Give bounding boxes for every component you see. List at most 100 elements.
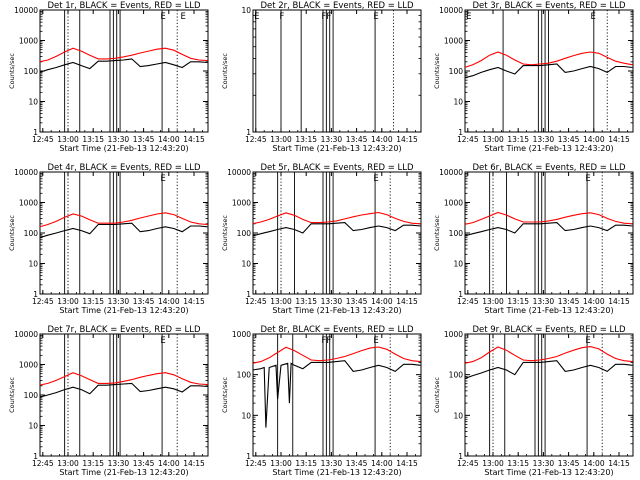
x-tick-label: 13:15 <box>507 135 529 144</box>
y-tick-label: 100 <box>449 371 464 380</box>
x-tick-label: 13:15 <box>507 297 529 306</box>
y-axis-label: Counts/sec <box>8 215 16 251</box>
y-tick-label: 1 <box>246 290 251 299</box>
x-tick-label: 13:45 <box>558 135 580 144</box>
x-tick-label: 12:45 <box>32 297 54 306</box>
plot-data <box>465 10 633 132</box>
x-tick-label: 14:15 <box>183 459 205 468</box>
x-tick-label: 13:00 <box>57 459 79 468</box>
panel-title: Det 6r, BLACK = Events, RED = LLD <box>472 163 626 173</box>
y-tick-label: 1000 <box>19 37 38 46</box>
x-tick-label: 14:00 <box>371 135 393 144</box>
y-tick-label: 10 <box>28 422 38 431</box>
event-rate-line <box>465 222 633 237</box>
y-tick-label: 10 <box>453 260 463 269</box>
x-tick-label: 14:00 <box>158 135 180 144</box>
x-axis-label: Start Time (21-Feb-13 12:43:20) <box>59 468 188 477</box>
y-tick-label: 10 <box>241 411 251 420</box>
y-axis-label: Counts/sec <box>8 53 16 89</box>
y-tick-label: 1 <box>458 128 463 137</box>
x-tick-label: 14:15 <box>183 297 205 306</box>
x-tick-label: 14:00 <box>158 459 180 468</box>
flag-label: E <box>585 174 590 184</box>
y-axis-label: Counts/sec <box>221 53 229 89</box>
event-rate-line <box>40 58 208 73</box>
plot-frame <box>252 333 422 457</box>
x-axis-label: Start Time (21-Feb-13 12:43:20) <box>484 144 613 153</box>
panel-title: Det 2r, BLACK = Events, RED = LLD <box>260 1 414 11</box>
y-tick-label: 100 <box>237 229 252 238</box>
lld-rate-line <box>253 211 421 225</box>
x-tick-label: 13:45 <box>346 297 368 306</box>
lld-rate-line <box>465 346 633 364</box>
flag-label: F <box>321 12 326 22</box>
event-rate-line <box>465 63 633 79</box>
y-tick-label: 10000 <box>14 168 38 177</box>
y-axis-label: Counts/sec <box>8 377 16 413</box>
y-tick-label: 10000 <box>14 330 38 339</box>
flag-label: E <box>160 12 165 22</box>
flag-label: E <box>373 174 378 184</box>
flag-label: E <box>466 12 471 22</box>
panel-title: Det 5r, BLACK = Events, RED = LLD <box>260 163 414 173</box>
x-tick-label: 14:15 <box>608 135 630 144</box>
x-tick-label: 12:45 <box>245 297 267 306</box>
y-tick-label: 10000 <box>439 168 463 177</box>
flag-label: E <box>373 336 378 346</box>
x-tick-label: 13:30 <box>108 459 130 468</box>
x-tick-label: 14:15 <box>396 297 418 306</box>
y-axis-label: Counts/sec <box>433 215 441 251</box>
y-tick-label: 100 <box>449 229 464 238</box>
event-rate-line <box>40 382 208 398</box>
y-tick-label: 1 <box>458 290 463 299</box>
plot-data <box>40 10 208 132</box>
y-tick-label: 100 <box>237 371 252 380</box>
x-tick-label: 14:00 <box>583 297 605 306</box>
x-tick-label: 12:45 <box>457 459 479 468</box>
x-tick-label: 13:30 <box>533 135 555 144</box>
plot-frame <box>252 171 422 295</box>
x-tick-label: 13:45 <box>133 459 155 468</box>
lld-rate-line <box>40 372 208 386</box>
y-tick-label: 1000 <box>19 199 38 208</box>
flag-label: E <box>590 12 595 22</box>
x-tick-label: 13:00 <box>270 135 292 144</box>
y-tick-label: 1 <box>458 452 463 461</box>
plot-frame <box>464 171 634 295</box>
y-tick-label: 1000 <box>444 37 463 46</box>
plot-frame <box>39 9 209 133</box>
y-tick-label: 10000 <box>227 168 251 177</box>
y-tick-label: 1 <box>33 452 38 461</box>
x-tick-label: 13:15 <box>295 297 317 306</box>
x-tick-label: 14:00 <box>158 297 180 306</box>
x-axis-label: Start Time (21-Feb-13 12:43:20) <box>272 306 401 315</box>
x-axis-label: Start Time (21-Feb-13 12:43:20) <box>484 306 613 315</box>
lld-rate-line <box>40 47 208 63</box>
plot-data <box>253 172 421 294</box>
x-tick-label: 14:00 <box>583 459 605 468</box>
flag-label: F <box>326 336 331 346</box>
event-rate-line <box>465 360 633 379</box>
panel-title: Det 3r, BLACK = Events, RED = LLD <box>472 1 626 11</box>
y-axis-label: Counts/sec <box>433 377 441 413</box>
x-tick-label: 13:00 <box>482 135 504 144</box>
x-tick-label: 13:00 <box>270 297 292 306</box>
x-tick-label: 13:00 <box>57 297 79 306</box>
flag-label: F <box>279 12 284 22</box>
y-tick-label: 10 <box>28 98 38 107</box>
lld-rate-line <box>465 51 633 68</box>
panel-title: Det 8r, BLACK = Events, RED = LLD <box>260 325 414 335</box>
flag-label: F <box>326 12 331 22</box>
x-tick-label: 13:00 <box>270 459 292 468</box>
x-tick-label: 13:30 <box>533 297 555 306</box>
y-tick-label: 100 <box>24 67 39 76</box>
x-tick-label: 13:15 <box>295 459 317 468</box>
